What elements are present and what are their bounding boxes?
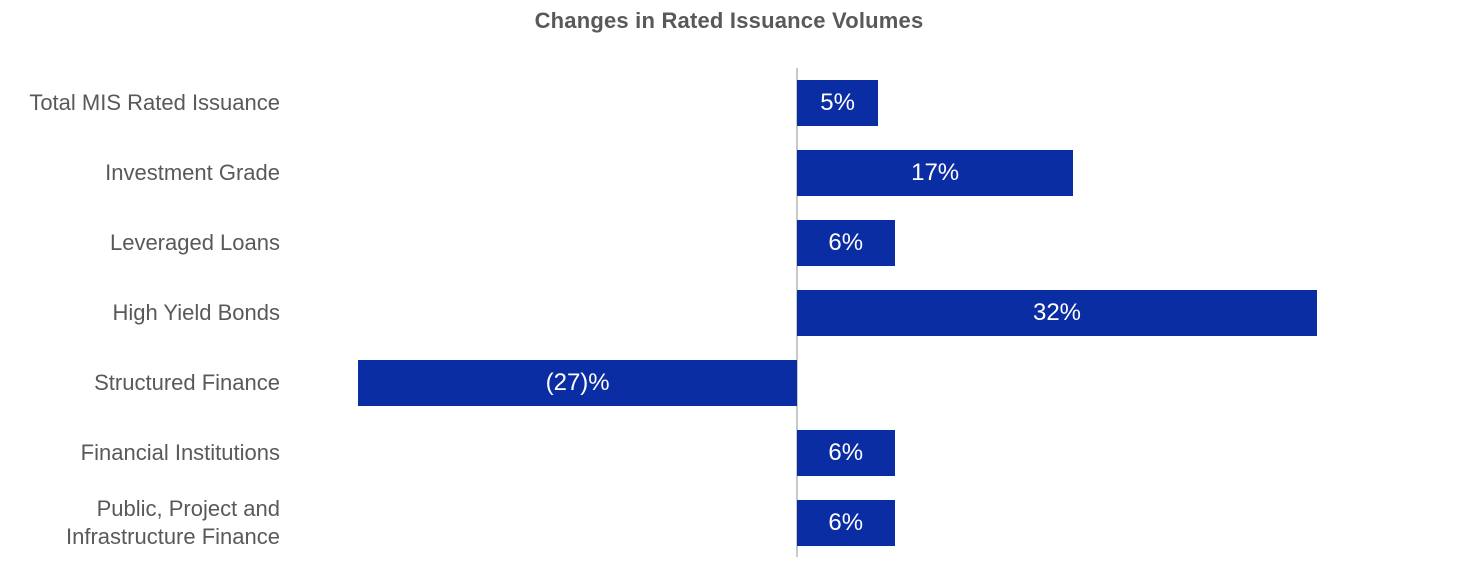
category-label: Structured Finance (94, 369, 280, 395)
chart-row: Investment Grade 17% (0, 138, 1458, 208)
bar-positive: 6% (797, 430, 895, 476)
bar-value-label: 6% (828, 439, 864, 466)
bar-negative: (27)% (358, 360, 797, 406)
bar-positive: 6% (797, 500, 895, 546)
chart-row: Public, Project and Infrastructure Finan… (0, 488, 1458, 558)
bar-positive: 17% (797, 150, 1074, 196)
bar-value-label: (27)% (545, 369, 610, 396)
chart-title: Changes in Rated Issuance Volumes (534, 8, 924, 33)
plot-area: Total MIS Rated Issuance 5% Investment Gra… (0, 68, 1458, 558)
category-label: Financial Institutions (80, 439, 280, 465)
category-label: Public, Project and Infrastructure Finan… (66, 495, 280, 549)
bar-positive: 32% (797, 290, 1317, 336)
category-label: Total MIS Rated Issuance (29, 89, 280, 115)
bar-value-label: 5% (820, 89, 855, 116)
chart-row: Financial Institutions 6% (0, 418, 1458, 488)
bar-positive: 5% (797, 80, 879, 126)
chart-row: Structured Finance (27)% (0, 348, 1458, 418)
chart-row: Total MIS Rated Issuance 5% (0, 68, 1458, 138)
chart-row: High Yield Bonds 32% (0, 278, 1458, 348)
category-label: High Yield Bonds (112, 299, 280, 325)
bar-value-label: 32% (1032, 299, 1082, 326)
category-label: Investment Grade (105, 159, 280, 185)
bar-positive: 6% (797, 220, 895, 266)
chart-row: Leveraged Loans 6% (0, 208, 1458, 278)
bar-value-label: 6% (828, 509, 864, 536)
bar-value-label: 6% (828, 229, 864, 256)
category-label: Leveraged Loans (109, 229, 280, 255)
bar-value-label: 17% (911, 159, 960, 186)
